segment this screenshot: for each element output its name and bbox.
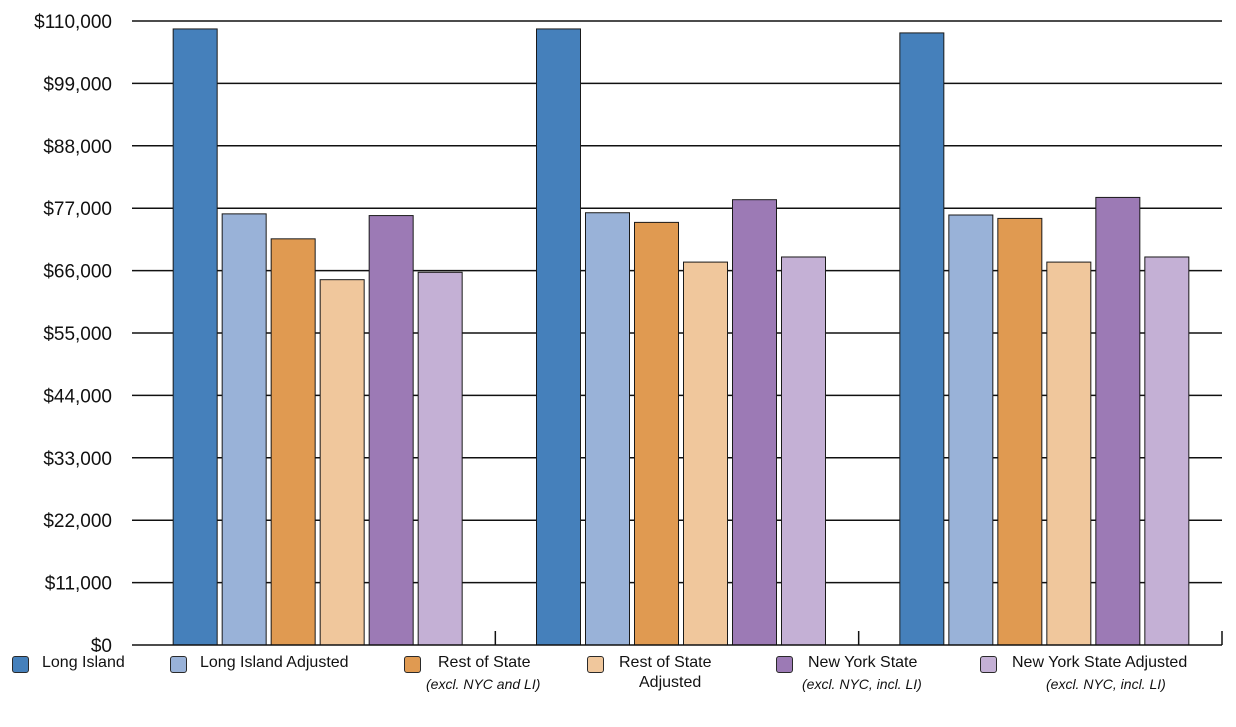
- y-tick-label: $77,000: [43, 199, 112, 220]
- y-tick-label: $33,000: [43, 449, 112, 470]
- bar: [270, 238, 316, 646]
- bar: [319, 279, 365, 646]
- legend-label: Long Island: [42, 654, 125, 671]
- y-tick-label: $110,000: [34, 12, 112, 33]
- bar: [634, 221, 679, 646]
- bars: [172, 28, 1190, 646]
- y-tick-label: $55,000: [43, 324, 112, 345]
- bar: [368, 215, 414, 646]
- y-axis-tick-labels: $0 $11,000 $22,000 $33,000 $44,000 $55,000 $66…: [34, 12, 112, 652]
- legend-swatch: [170, 656, 187, 673]
- bar: [683, 261, 728, 646]
- legend-label: Long Island Adjusted: [200, 654, 349, 671]
- x-axis: [132, 631, 1223, 646]
- bar: [417, 271, 463, 646]
- legend-label: New York State: [808, 654, 918, 671]
- y-tick-label: $0: [91, 636, 112, 652]
- bar: [1144, 256, 1190, 646]
- y-tick-label: $88,000: [43, 137, 112, 158]
- legend: Long Island Long Island Adjusted Rest of…: [0, 652, 1236, 727]
- legend-swatch: [587, 656, 604, 673]
- bar: [536, 28, 581, 646]
- bar-chart: $0 $11,000 $22,000 $33,000 $44,000 $55,000 $66…: [34, 12, 1223, 652]
- y-tick-label: $22,000: [43, 511, 112, 532]
- y-tick-label: $99,000: [43, 74, 112, 95]
- legend-sublabel: Adjusted: [639, 674, 702, 691]
- y-tick-label: $44,000: [43, 386, 112, 407]
- bar: [781, 256, 826, 646]
- legend-swatch: [404, 656, 421, 673]
- legend-swatch: [776, 656, 793, 673]
- legend-sublabel: (excl. NYC, incl. LI): [1046, 676, 1166, 692]
- legend-label: New York State Adjusted: [1012, 654, 1188, 671]
- bar: [1095, 196, 1141, 646]
- bar: [585, 212, 630, 646]
- bar: [997, 217, 1043, 646]
- bar: [221, 213, 267, 646]
- bar: [948, 214, 994, 646]
- y-tick-label: $66,000: [43, 262, 112, 283]
- legend-swatch: [980, 656, 997, 673]
- bar: [1046, 261, 1092, 646]
- legend-swatch: [12, 656, 29, 673]
- y-tick-label: $11,000: [45, 574, 112, 595]
- legend-sublabel: (excl. NYC and LI): [426, 676, 541, 692]
- legend-label: Rest of State: [438, 654, 531, 671]
- bar: [899, 32, 945, 646]
- bar: [732, 199, 777, 646]
- bar: [172, 28, 218, 646]
- legend-label: Rest of State: [619, 654, 712, 671]
- legend-sublabel: (excl. NYC, incl. LI): [802, 676, 922, 692]
